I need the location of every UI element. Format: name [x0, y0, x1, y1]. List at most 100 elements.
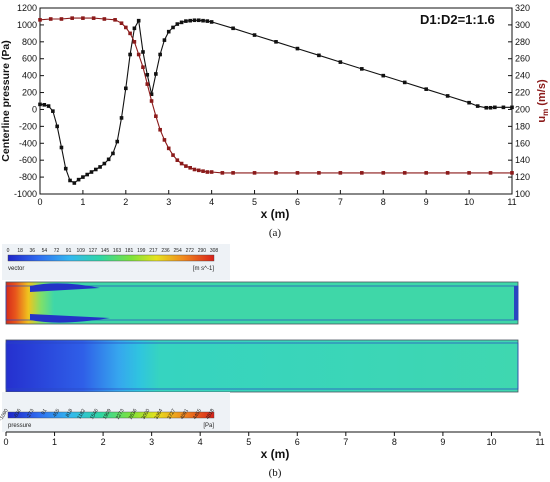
recirculation-top [30, 283, 100, 292]
data-point-velocity [295, 171, 300, 175]
data-point-pressure [475, 104, 480, 108]
x-tick-label-b: 0 [3, 437, 8, 447]
x-tick-label-a: 10 [464, 197, 474, 207]
data-point-pressure [166, 29, 171, 34]
colorbar-tick-label: 272 [186, 248, 195, 254]
data-point-pressure [510, 105, 514, 110]
data-point-velocity [201, 169, 205, 173]
data-point-velocity [154, 114, 158, 119]
data-point-velocity [196, 168, 201, 173]
data-point-velocity [209, 170, 214, 174]
colorbar-tick-label: 36 [29, 248, 35, 254]
data-point-pressure [38, 102, 42, 107]
y-tick-label-left: -1000 [14, 189, 37, 199]
x-tick-label-a: 6 [295, 197, 300, 207]
x-tick-label-b: 10 [486, 437, 496, 447]
plot-frame-a [39, 7, 513, 195]
data-point-pressure [402, 80, 407, 85]
x-tick-label-a: 8 [381, 197, 386, 207]
data-point-pressure [445, 94, 450, 98]
data-point-pressure [201, 18, 205, 23]
y-tick-label-right: 280 [515, 37, 530, 47]
data-point-pressure [68, 178, 72, 183]
y-tick-label-right: 180 [515, 121, 530, 131]
data-point-pressure [175, 22, 180, 26]
data-point-pressure [111, 151, 115, 156]
data-point-velocity [175, 158, 180, 162]
ticks-a: 0 1 2 3 4 5 6 7 8 9 10 11 -1000 -800 -600 -400 -200 0 200 4… [14, 3, 530, 207]
chart-a: 0 1 2 3 4 5 6 7 8 9 10 11 -1000 -800 -600 -400 -200 0 200 4… [0, 3, 550, 239]
data-point-pressure [424, 87, 428, 91]
data-point-velocity [205, 170, 210, 174]
data-point-pressure [89, 170, 94, 174]
data-point-pressure [205, 19, 210, 23]
data-point-pressure [119, 116, 124, 120]
data-point-pressure [93, 167, 98, 172]
data-point-pressure [381, 73, 386, 78]
data-point-velocity [141, 65, 145, 69]
ylabel-right-sub: m [541, 109, 550, 116]
svg-text:um (m/s): um (m/s) [536, 79, 550, 123]
data-point-pressure [295, 46, 300, 51]
velocity-legend-unit: [m s^-1] [193, 266, 214, 272]
data-point-pressure [231, 26, 235, 31]
data-point-pressure [106, 157, 111, 162]
x-tick-label-a: 0 [37, 197, 42, 207]
data-point-pressure [209, 20, 214, 24]
data-point-pressure [196, 18, 201, 23]
colorbar-tick-label: 54 [42, 248, 48, 254]
colorbar-tick-label: 91 [40, 408, 48, 416]
colorbar-tick-label: 72 [54, 248, 60, 254]
data-point-pressure [128, 52, 132, 57]
data-point-velocity [510, 171, 514, 175]
y-axis-label-left: Centerline pressure (Pa) [0, 40, 12, 161]
data-point-pressure [98, 165, 102, 169]
data-point-pressure [188, 18, 192, 23]
colorbar-tick-label: 127 [89, 248, 98, 254]
data-point-pressure [51, 109, 55, 113]
colorbar-tick-label: 4091 [179, 408, 190, 421]
colorbar-tick-label: 109 [77, 248, 86, 254]
y-tick-label-left: 200 [22, 88, 37, 98]
data-point-pressure [42, 103, 47, 107]
data-point-pressure [124, 86, 128, 91]
data-point-velocity [171, 153, 175, 157]
colorbar-tick-label: 308 [210, 248, 219, 254]
colorbar-tick-label: 181 [125, 248, 134, 254]
data-point-pressure [360, 67, 364, 71]
data-point-pressure [145, 72, 150, 77]
y-tick-label-left: 800 [22, 37, 37, 47]
data-point-pressure [154, 72, 158, 76]
data-point-velocity [179, 161, 184, 166]
data-point-velocity [274, 171, 278, 175]
colorbar-tick-label: 1909 [102, 408, 113, 421]
data-point-pressure [158, 52, 162, 57]
data-point-velocity [158, 127, 162, 132]
data-point-pressure [76, 177, 81, 182]
colorbar-tick-label: 4818 [205, 408, 216, 421]
colorbar-tick-label: 254 [173, 248, 182, 254]
data-point-velocity [48, 17, 53, 21]
y-tick-label-left: 1000 [17, 20, 37, 30]
x-tick-label-a: 2 [123, 197, 128, 207]
y-tick-label-left: -600 [19, 155, 37, 165]
y-tick-label-right: 200 [515, 104, 530, 114]
x-tick-label-b: 5 [246, 437, 251, 447]
y-tick-label-left: 0 [32, 104, 37, 114]
data-point-velocity [136, 52, 141, 57]
x-tick-label-b: 2 [101, 437, 106, 447]
data-point-velocity [81, 16, 85, 20]
y-tick-label-right: 320 [515, 3, 530, 13]
data-point-velocity [38, 18, 42, 22]
y-axis-label-right: um (m/s) [536, 79, 550, 123]
x-axis-label-b: x (m) [261, 447, 290, 461]
data-point-velocity [220, 171, 225, 175]
data-point-pressure [274, 40, 278, 44]
x-ticks-b: 0 1 2 3 4 5 6 7 8 9 10 11 [3, 432, 545, 447]
data-point-pressure [493, 105, 497, 110]
colorbar-tick-label: 1546 [89, 408, 100, 421]
data-point-velocity [424, 171, 428, 175]
data-point-pressure [192, 18, 197, 23]
data-point-velocity [132, 40, 137, 44]
data-point-pressure [338, 60, 343, 64]
